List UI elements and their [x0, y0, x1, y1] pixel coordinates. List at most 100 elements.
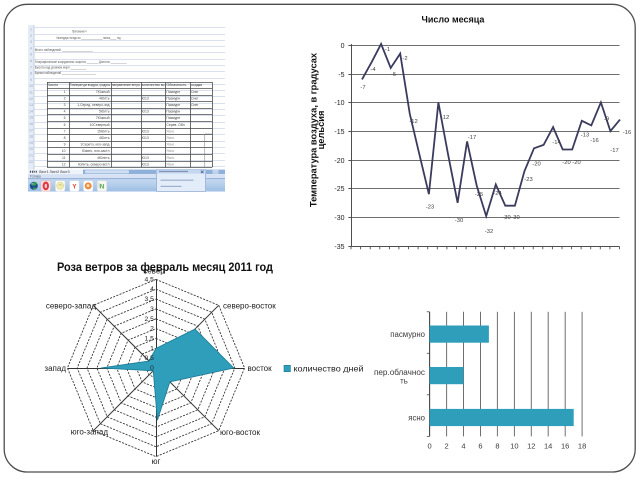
svg-text:Пасмурн: Пасмурн: [166, 96, 180, 100]
svg-text:Температура воздуха, градусы: Температура воздуха, градусы: [70, 83, 110, 87]
svg-text:4Юлть: 4Юлть: [99, 136, 110, 140]
svg-text:2: 2: [150, 326, 154, 333]
svg-text:Ясно: Ясно: [166, 136, 174, 140]
svg-text:12: 12: [62, 162, 66, 166]
svg-text:-35: -35: [334, 244, 344, 251]
svg-text:21: 21: [29, 154, 33, 158]
svg-text:Роза ветров за февраль месяц 2: Роза ветров за февраль месяц 2011 год: [57, 262, 274, 274]
svg-text:ть: ть: [400, 377, 408, 386]
svg-text:-30: -30: [455, 218, 463, 224]
svg-text:-20: -20: [532, 162, 540, 168]
svg-text:22: 22: [29, 160, 33, 164]
svg-text:юг: юг: [152, 457, 161, 466]
svg-text:8: 8: [495, 442, 499, 451]
svg-text:восток: восток: [248, 364, 273, 373]
svg-text:5: 5: [30, 53, 32, 57]
svg-text:10: 10: [510, 442, 518, 451]
svg-text:2: 2: [30, 34, 32, 38]
svg-text:Ю13: Ю13: [142, 136, 149, 140]
svg-text:8: 8: [64, 136, 66, 140]
svg-text:-5: -5: [338, 72, 344, 79]
svg-text:0: 0: [341, 43, 345, 50]
svg-text:18: 18: [578, 442, 586, 451]
svg-text:0: 0: [150, 365, 154, 372]
svg-text:Температура воздуха, в градуса: Температура воздуха, в градусах: [309, 52, 319, 207]
svg-text:Готово: Готово: [30, 175, 41, 179]
svg-text:-24: -24: [493, 191, 502, 197]
svg-text:2: 2: [64, 96, 66, 100]
svg-text:11: 11: [62, 156, 66, 160]
svg-text:-30: -30: [511, 215, 519, 221]
svg-text:3: 3: [30, 40, 32, 44]
svg-text:цельсия: цельсия: [316, 111, 326, 150]
svg-text:Приложение 4: Приложение 4: [72, 29, 87, 33]
svg-text:Серев. Обл: Серев. Обл: [166, 123, 184, 127]
svg-text:-23: -23: [524, 177, 532, 183]
svg-text:N: N: [100, 183, 105, 190]
svg-text:7Южный: 7Южный: [96, 90, 110, 94]
svg-text:Юлнть, северо-встл: Юлнть, северо-встл: [78, 162, 109, 166]
svg-text:Ясно: Ясно: [166, 162, 174, 166]
svg-text:-2: -2: [402, 56, 407, 62]
svg-text:16: 16: [561, 442, 569, 451]
svg-text:Пасмурн: Пасмурн: [166, 116, 180, 120]
svg-text:13: 13: [29, 103, 33, 107]
svg-text:Ю13: Ю13: [142, 110, 149, 114]
svg-text:1Серето, юго-запд: 1Серето, юго-запд: [80, 143, 109, 147]
svg-text:Снег: Снег: [191, 103, 199, 107]
svg-text:6: 6: [64, 123, 66, 127]
svg-text:-7: -7: [360, 85, 365, 91]
svg-text:Пасмурн: Пасмурн: [166, 90, 180, 94]
svg-text:9: 9: [64, 143, 66, 147]
svg-text:5Юлть: 5Юлть: [99, 110, 110, 114]
svg-text:юго-восток: юго-восток: [220, 428, 260, 437]
svg-text:-12: -12: [441, 115, 449, 121]
svg-text:3: 3: [64, 103, 66, 107]
svg-text:Ясно: Ясно: [166, 129, 174, 133]
svg-text:4: 4: [150, 286, 154, 293]
svg-text:0,5: 0,5: [145, 355, 155, 362]
svg-text:4: 4: [30, 46, 32, 50]
svg-text:1: 1: [64, 90, 66, 94]
svg-text:направление ветра: направление ветра: [112, 83, 140, 87]
svg-text:-32: -32: [485, 229, 493, 235]
svg-text:10: 10: [62, 149, 66, 153]
svg-text:пер.облачнос: пер.облачнос: [374, 368, 425, 377]
svg-text:17: 17: [29, 128, 33, 132]
svg-text:4Юлть: 4Юлть: [99, 96, 110, 100]
svg-text:18: 18: [29, 135, 33, 139]
svg-text:-5: -5: [391, 72, 396, 78]
svg-text:4: 4: [64, 110, 66, 114]
svg-text:Снег: Снег: [191, 90, 199, 94]
svg-text:Ю13: Ю13: [142, 129, 149, 133]
svg-text:1: 1: [150, 345, 154, 352]
svg-text:-10: -10: [334, 100, 344, 107]
svg-text:-1: -1: [385, 47, 390, 53]
svg-text:-25: -25: [475, 192, 483, 198]
svg-text:-16: -16: [590, 138, 598, 144]
svg-text:-30: -30: [334, 215, 344, 222]
svg-text:-17: -17: [610, 148, 618, 154]
svg-text:количество дней: количество дней: [294, 364, 364, 374]
svg-text:Облачность: Облачность: [166, 83, 186, 87]
svg-text:Ясно: Ясно: [166, 143, 174, 147]
svg-text:-12: -12: [409, 119, 417, 125]
svg-text:Ю13: Ю13: [142, 96, 149, 100]
svg-text:2: 2: [445, 442, 449, 451]
svg-text:7: 7: [64, 129, 66, 133]
svg-text:Высота над уровнем моря ______: Высота над уровнем моря __________: [35, 65, 87, 69]
svg-text:15Юлть: 15Юлть: [97, 129, 110, 133]
svg-text:количество во: количество во: [142, 83, 165, 87]
svg-text:Число: Число: [48, 83, 58, 87]
svg-text:14: 14: [29, 109, 33, 113]
svg-text:северо-запад: северо-запад: [46, 302, 97, 311]
svg-text:19: 19: [29, 141, 33, 145]
svg-text:-17: -17: [468, 135, 476, 141]
svg-text:7: 7: [30, 65, 32, 69]
svg-text:Ю13: Ю13: [142, 156, 149, 160]
svg-text:8: 8: [30, 72, 32, 76]
svg-text:15: 15: [29, 116, 33, 120]
svg-text:Ясно: Ясно: [166, 149, 174, 153]
svg-text:юго-запад: юго-запад: [71, 428, 109, 437]
svg-text:10Северный: 10Северный: [90, 123, 110, 127]
